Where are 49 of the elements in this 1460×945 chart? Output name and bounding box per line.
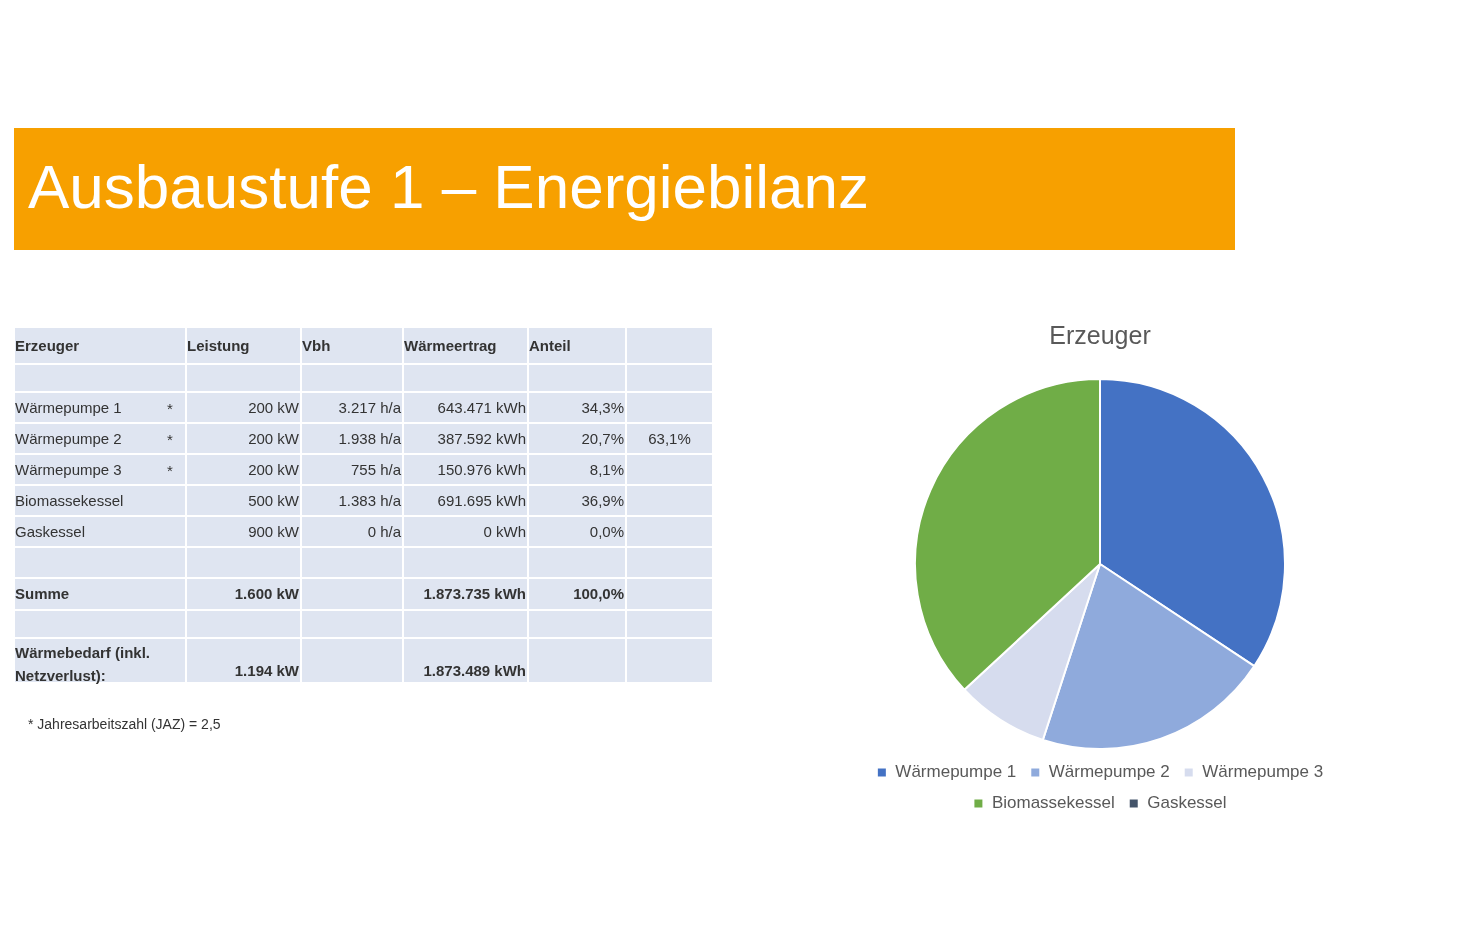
text: 36,9% <box>581 491 624 510</box>
text: Summe <box>15 585 70 603</box>
text: 0 kWh <box>483 522 526 541</box>
legend-label: Wärmepumpe 3 <box>1202 762 1324 782</box>
text: 755 h/a <box>350 460 401 479</box>
text: 34,3% <box>581 398 624 417</box>
text: 0,0% <box>589 522 624 541</box>
text: 1.194 kW <box>234 662 299 680</box>
text: * Jahresarbeitszahl (JAZ) = 2,5 <box>28 715 221 733</box>
text: 387.592 kWh <box>437 429 526 448</box>
text: 1.383 h/a <box>338 491 401 510</box>
text: 1.873.735 kWh <box>423 585 526 603</box>
chart-subtitle: Erzeuger <box>1049 320 1151 349</box>
text: 8,1% <box>589 460 624 479</box>
text: Wärmebedarf (inkl. Netzverlust): <box>15 643 152 686</box>
text: 150.976 kWh <box>437 460 526 479</box>
text: 200 kW <box>248 429 299 448</box>
text: 100,0% <box>573 585 624 603</box>
chart-title: Ausbaustufe 1 – Energiebilanz <box>28 151 870 223</box>
text: Erzeuger <box>15 336 80 355</box>
text: Biomassekessel <box>15 491 124 510</box>
text: Wärmepumpe 1 <box>15 398 122 417</box>
text: 643.471 kWh <box>437 398 526 417</box>
text: Vbh <box>302 336 331 355</box>
text: 1.600 kW <box>234 585 299 603</box>
text: Gaskessel <box>15 522 86 541</box>
text: Wärmeertrag <box>404 336 497 355</box>
legend-label: Wärmepumpe 2 <box>1048 762 1170 782</box>
legend-label: Gaskessel <box>1147 793 1227 813</box>
text: Wärmepumpe 3 <box>15 460 122 479</box>
text: 900 kW <box>248 522 299 541</box>
text: 1.938 h/a <box>338 429 401 448</box>
text: * <box>167 399 173 418</box>
text: * <box>167 461 173 480</box>
legend-label: Wärmepumpe 1 <box>895 762 1017 782</box>
text: 63,1% <box>648 429 691 448</box>
text: 1.873.489 kWh <box>423 662 526 680</box>
text: 500 kW <box>248 491 299 510</box>
text: Leistung <box>187 336 250 355</box>
text: 3.217 h/a <box>338 398 401 417</box>
text: 200 kW <box>248 460 299 479</box>
text: 691.695 kWh <box>437 491 526 510</box>
text: 20,7% <box>581 429 624 448</box>
text: * <box>167 430 173 449</box>
text: Wärmepumpe 2 <box>15 429 122 448</box>
text: 0 h/a <box>367 522 401 541</box>
text: Anteil <box>529 336 571 355</box>
legend-label: Biomassekessel <box>991 793 1115 813</box>
text: 200 kW <box>248 398 299 417</box>
